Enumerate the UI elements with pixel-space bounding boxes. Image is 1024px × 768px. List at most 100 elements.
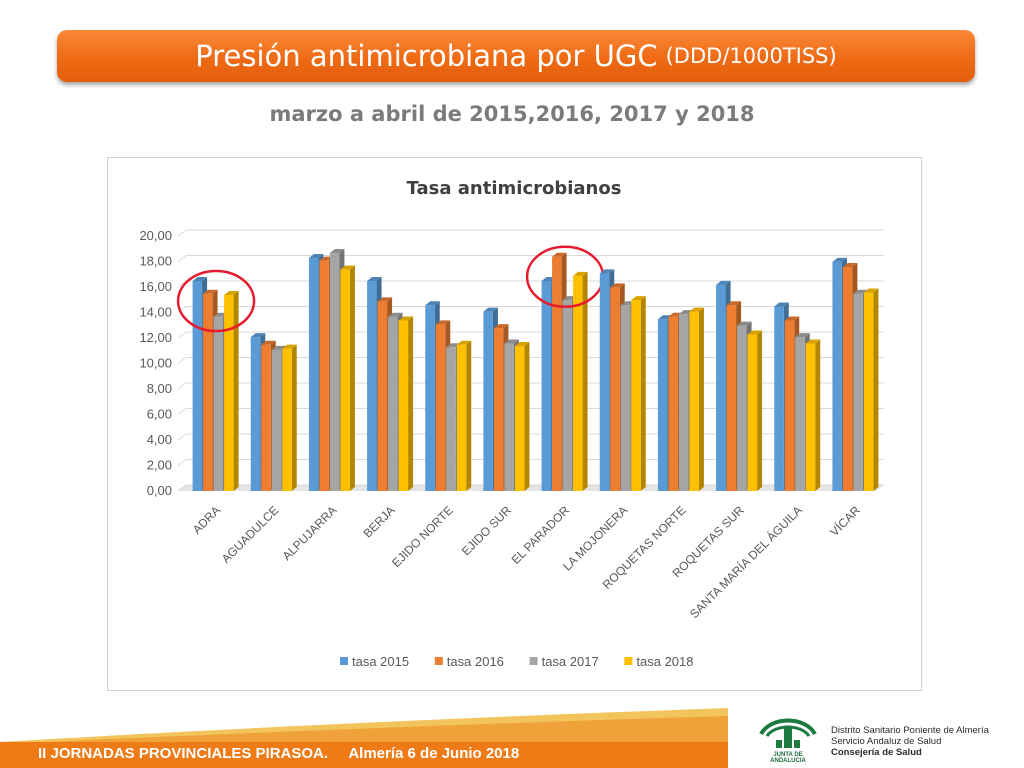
bar <box>282 348 292 491</box>
page-title: Presión antimicrobiana por UGC <box>195 39 658 73</box>
bar-top <box>398 316 414 321</box>
bar-top <box>747 330 763 335</box>
bar-top <box>308 254 324 259</box>
bar-top <box>340 265 355 270</box>
bar-top <box>678 310 694 315</box>
gridline-depth <box>177 484 187 492</box>
y-tick-label: 18,00 <box>139 254 172 269</box>
bar-side <box>815 339 821 491</box>
y-tick-label: 16,00 <box>139 279 172 294</box>
highlight-circle <box>176 269 256 333</box>
bar <box>678 314 689 491</box>
bar-top <box>224 291 239 296</box>
bar <box>250 337 261 491</box>
bar <box>271 349 282 491</box>
y-tick-label: 14,00 <box>139 305 172 320</box>
bar-top <box>250 333 266 338</box>
bar <box>774 306 784 491</box>
title-banner: Presión antimicrobiana por UGC (DDD/1000… <box>57 30 975 82</box>
bar-top <box>435 320 451 325</box>
bar-top <box>271 345 287 350</box>
bar <box>483 311 493 491</box>
gridline-depth <box>177 433 187 441</box>
bar-top <box>329 248 345 253</box>
bar-side <box>582 271 588 491</box>
bar <box>425 305 435 491</box>
junta-andalucia-logo-icon <box>759 718 817 748</box>
y-tick-label: 12,00 <box>139 330 172 345</box>
y-tick-label: 6,00 <box>147 407 172 422</box>
chart-container: Tasa antimicrobianos 0,00 2,00 4,00 6,00 8,00… <box>107 157 922 691</box>
bar-top <box>456 340 472 345</box>
bar-top <box>446 343 461 348</box>
x-tick-label: BERJA <box>360 503 397 540</box>
bar-chart: Tasa antimicrobianos 0,00 2,00 4,00 6,00 8,00… <box>139 178 884 669</box>
bar-top <box>377 297 393 302</box>
x-tick-label: EL PARADOR <box>509 503 573 567</box>
bar <box>689 311 699 491</box>
gridline-depth <box>177 229 187 237</box>
title-unit: (DDD/1000TISS) <box>665 44 837 68</box>
gridline-depth <box>177 382 187 390</box>
x-tick-label: VÍCAR <box>826 502 863 539</box>
bar <box>398 320 409 491</box>
bar-top <box>425 301 440 306</box>
bar <box>610 287 620 491</box>
bar <box>446 347 456 491</box>
bar <box>203 293 213 491</box>
bar <box>832 261 842 491</box>
bar <box>747 334 758 491</box>
x-tick-label: ADRA <box>190 503 223 536</box>
bar <box>261 344 271 491</box>
y-tick-label: 4,00 <box>147 432 172 447</box>
bar <box>224 295 234 491</box>
bar-side <box>466 340 472 491</box>
legend-swatch <box>624 657 633 665</box>
bar <box>329 252 340 491</box>
bar <box>573 275 583 491</box>
bar-top <box>282 344 297 349</box>
bar-top <box>784 316 800 321</box>
bar-top <box>514 342 530 347</box>
bar-top <box>832 257 847 262</box>
bar-top <box>203 289 218 294</box>
page-subtitle: marzo a abril de 2015,2016, 2017 y 2018 <box>269 102 755 126</box>
bar <box>435 324 446 491</box>
y-tick-label: 10,00 <box>139 356 172 371</box>
gridline-depth <box>177 459 187 466</box>
bar <box>456 344 467 491</box>
legend-swatch <box>434 657 443 665</box>
bar-top <box>726 301 742 306</box>
organization-block: Distrito Sanitario Poniente de Almería S… <box>831 725 989 758</box>
bar-top <box>668 312 683 317</box>
gridline-depth <box>177 331 187 339</box>
bar <box>726 305 737 491</box>
bar <box>631 300 641 491</box>
bar <box>493 328 504 491</box>
logo-caption: JUNTA DE ANDALUCIA <box>770 752 806 764</box>
bar-top <box>599 269 615 274</box>
x-tick-label: ALPUJARRA <box>280 503 340 563</box>
footer-text: II JORNADAS PROVINCIALES PIRASOA. Almerí… <box>38 745 519 762</box>
x-tick-label: SANTA MARÍA DEL ÁGUILA <box>686 503 805 622</box>
bar <box>367 281 377 491</box>
bar <box>620 305 631 491</box>
bar-top <box>504 339 519 344</box>
bar <box>308 258 319 491</box>
legend-label: tasa 2016 <box>447 654 504 669</box>
org-line-1: Distrito Sanitario Poniente de Almería <box>831 725 989 736</box>
bar <box>863 292 874 491</box>
bar-top <box>493 324 509 329</box>
gridline-depth <box>177 408 187 415</box>
bar <box>340 269 350 491</box>
y-tick-label: 8,00 <box>147 381 172 396</box>
bar <box>377 301 388 491</box>
bar <box>388 316 398 491</box>
bar <box>795 337 805 491</box>
bar <box>514 346 525 491</box>
org-line-2: Servicio Andaluz de Salud <box>831 736 942 747</box>
bar-side <box>640 296 646 491</box>
bar-top <box>737 321 752 326</box>
bar <box>319 260 329 491</box>
bar-top <box>573 271 588 276</box>
